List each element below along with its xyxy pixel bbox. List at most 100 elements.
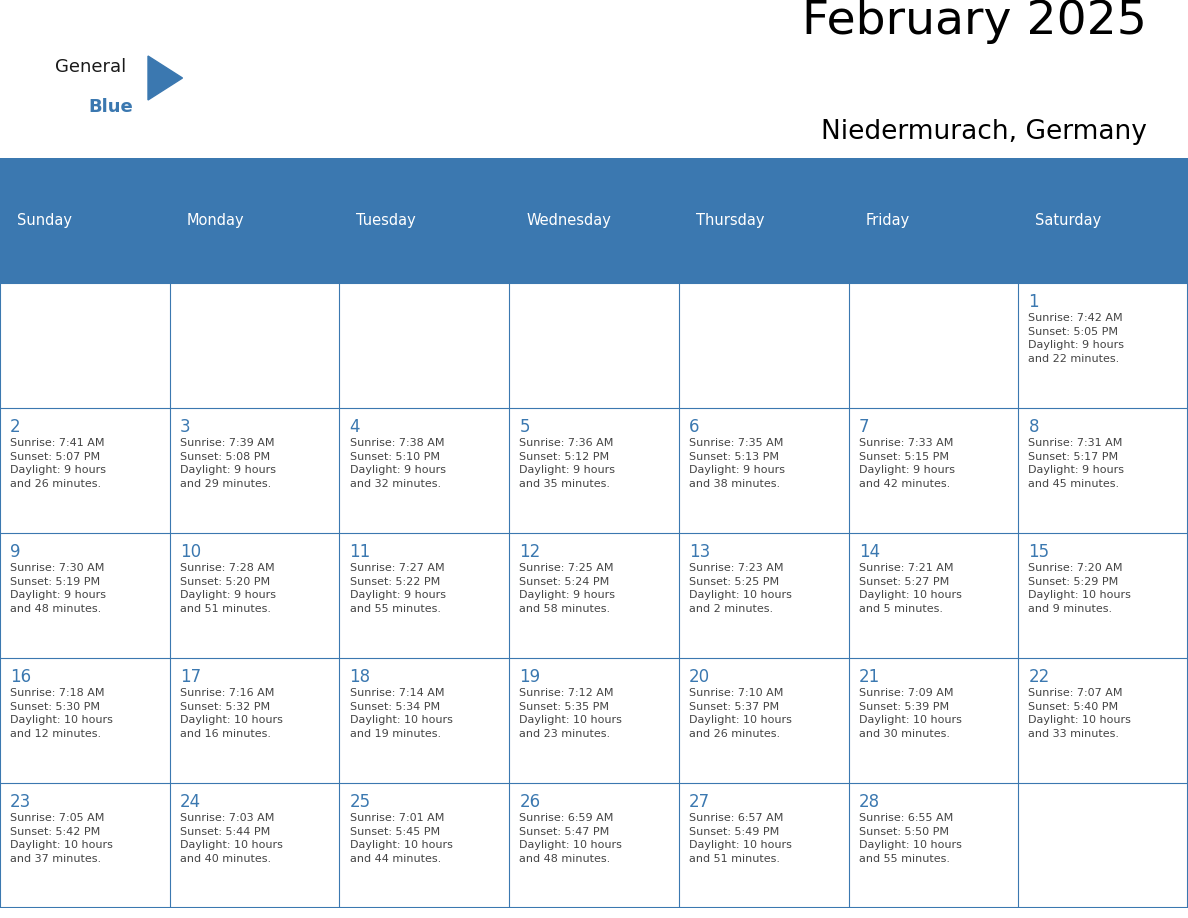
Text: 24: 24 — [179, 793, 201, 811]
Bar — [848, 533, 1018, 658]
Bar — [848, 783, 1018, 908]
Text: 20: 20 — [689, 668, 710, 686]
Bar — [678, 533, 848, 658]
Text: 15: 15 — [1029, 543, 1049, 561]
Text: 5: 5 — [519, 418, 530, 436]
Text: Sunrise: 7:16 AM
Sunset: 5:32 PM
Daylight: 10 hours
and 16 minutes.: Sunrise: 7:16 AM Sunset: 5:32 PM Dayligh… — [179, 688, 283, 739]
Text: Sunrise: 7:21 AM
Sunset: 5:27 PM
Daylight: 10 hours
and 5 minutes.: Sunrise: 7:21 AM Sunset: 5:27 PM Dayligh… — [859, 563, 961, 614]
Bar — [1018, 533, 1188, 658]
Text: Sunrise: 7:30 AM
Sunset: 5:19 PM
Daylight: 9 hours
and 48 minutes.: Sunrise: 7:30 AM Sunset: 5:19 PM Dayligh… — [11, 563, 106, 614]
Text: General: General — [55, 58, 126, 76]
Text: Sunrise: 7:20 AM
Sunset: 5:29 PM
Daylight: 10 hours
and 9 minutes.: Sunrise: 7:20 AM Sunset: 5:29 PM Dayligh… — [1029, 563, 1131, 614]
Text: 12: 12 — [519, 543, 541, 561]
Text: Friday: Friday — [866, 213, 910, 228]
Text: Sunrise: 7:42 AM
Sunset: 5:05 PM
Daylight: 9 hours
and 22 minutes.: Sunrise: 7:42 AM Sunset: 5:05 PM Dayligh… — [1029, 313, 1125, 364]
Bar — [340, 283, 510, 408]
Text: 27: 27 — [689, 793, 710, 811]
Bar — [340, 533, 510, 658]
Text: 10: 10 — [179, 543, 201, 561]
Text: 7: 7 — [859, 418, 870, 436]
Text: 16: 16 — [11, 668, 31, 686]
Text: Sunrise: 7:03 AM
Sunset: 5:44 PM
Daylight: 10 hours
and 40 minutes.: Sunrise: 7:03 AM Sunset: 5:44 PM Dayligh… — [179, 813, 283, 864]
Bar — [170, 408, 340, 533]
Text: 3: 3 — [179, 418, 190, 436]
Bar — [678, 283, 848, 408]
Text: Thursday: Thursday — [696, 213, 764, 228]
Text: 23: 23 — [11, 793, 31, 811]
Polygon shape — [148, 56, 183, 100]
Bar — [0, 533, 170, 658]
Text: 4: 4 — [349, 418, 360, 436]
Bar — [0, 658, 170, 783]
Text: Blue: Blue — [88, 98, 133, 116]
Bar — [510, 283, 678, 408]
Bar — [510, 783, 678, 908]
Bar — [170, 658, 340, 783]
Text: Sunrise: 7:35 AM
Sunset: 5:13 PM
Daylight: 9 hours
and 38 minutes.: Sunrise: 7:35 AM Sunset: 5:13 PM Dayligh… — [689, 438, 785, 488]
Text: 19: 19 — [519, 668, 541, 686]
Text: Sunrise: 7:09 AM
Sunset: 5:39 PM
Daylight: 10 hours
and 30 minutes.: Sunrise: 7:09 AM Sunset: 5:39 PM Dayligh… — [859, 688, 961, 739]
Text: 2: 2 — [11, 418, 21, 436]
Bar — [848, 658, 1018, 783]
Text: Wednesday: Wednesday — [526, 213, 611, 228]
Text: 14: 14 — [859, 543, 880, 561]
Bar — [1018, 408, 1188, 533]
Text: Sunrise: 7:07 AM
Sunset: 5:40 PM
Daylight: 10 hours
and 33 minutes.: Sunrise: 7:07 AM Sunset: 5:40 PM Dayligh… — [1029, 688, 1131, 739]
Text: Tuesday: Tuesday — [356, 213, 416, 228]
Text: Niedermurach, Germany: Niedermurach, Germany — [821, 119, 1146, 145]
Text: 6: 6 — [689, 418, 700, 436]
Bar — [170, 783, 340, 908]
Bar — [510, 658, 678, 783]
Bar — [340, 658, 510, 783]
Bar — [510, 408, 678, 533]
Bar — [170, 283, 340, 408]
Text: Sunrise: 7:01 AM
Sunset: 5:45 PM
Daylight: 10 hours
and 44 minutes.: Sunrise: 7:01 AM Sunset: 5:45 PM Dayligh… — [349, 813, 453, 864]
Text: Sunrise: 6:57 AM
Sunset: 5:49 PM
Daylight: 10 hours
and 51 minutes.: Sunrise: 6:57 AM Sunset: 5:49 PM Dayligh… — [689, 813, 792, 864]
Bar — [678, 783, 848, 908]
Bar — [848, 408, 1018, 533]
Bar — [678, 658, 848, 783]
Text: Sunrise: 7:41 AM
Sunset: 5:07 PM
Daylight: 9 hours
and 26 minutes.: Sunrise: 7:41 AM Sunset: 5:07 PM Dayligh… — [11, 438, 106, 488]
Text: Sunrise: 7:14 AM
Sunset: 5:34 PM
Daylight: 10 hours
and 19 minutes.: Sunrise: 7:14 AM Sunset: 5:34 PM Dayligh… — [349, 688, 453, 739]
Bar — [1018, 783, 1188, 908]
Text: 9: 9 — [11, 543, 20, 561]
Text: Sunrise: 7:31 AM
Sunset: 5:17 PM
Daylight: 9 hours
and 45 minutes.: Sunrise: 7:31 AM Sunset: 5:17 PM Dayligh… — [1029, 438, 1125, 488]
Text: Sunrise: 7:38 AM
Sunset: 5:10 PM
Daylight: 9 hours
and 32 minutes.: Sunrise: 7:38 AM Sunset: 5:10 PM Dayligh… — [349, 438, 446, 488]
Bar — [0, 783, 170, 908]
Text: 21: 21 — [859, 668, 880, 686]
Bar — [0, 158, 1188, 283]
Text: 26: 26 — [519, 793, 541, 811]
Text: February 2025: February 2025 — [802, 0, 1146, 44]
Bar — [848, 283, 1018, 408]
Text: Sunrise: 6:59 AM
Sunset: 5:47 PM
Daylight: 10 hours
and 48 minutes.: Sunrise: 6:59 AM Sunset: 5:47 PM Dayligh… — [519, 813, 623, 864]
Text: Monday: Monday — [187, 213, 245, 228]
Text: Sunrise: 7:25 AM
Sunset: 5:24 PM
Daylight: 9 hours
and 58 minutes.: Sunrise: 7:25 AM Sunset: 5:24 PM Dayligh… — [519, 563, 615, 614]
Text: Sunrise: 6:55 AM
Sunset: 5:50 PM
Daylight: 10 hours
and 55 minutes.: Sunrise: 6:55 AM Sunset: 5:50 PM Dayligh… — [859, 813, 961, 864]
Text: Sunrise: 7:27 AM
Sunset: 5:22 PM
Daylight: 9 hours
and 55 minutes.: Sunrise: 7:27 AM Sunset: 5:22 PM Dayligh… — [349, 563, 446, 614]
Bar — [170, 533, 340, 658]
Text: 28: 28 — [859, 793, 880, 811]
Text: 11: 11 — [349, 543, 371, 561]
Bar — [0, 408, 170, 533]
Text: Sunrise: 7:39 AM
Sunset: 5:08 PM
Daylight: 9 hours
and 29 minutes.: Sunrise: 7:39 AM Sunset: 5:08 PM Dayligh… — [179, 438, 276, 488]
Text: Sunrise: 7:05 AM
Sunset: 5:42 PM
Daylight: 10 hours
and 37 minutes.: Sunrise: 7:05 AM Sunset: 5:42 PM Dayligh… — [11, 813, 113, 864]
Text: Sunday: Sunday — [17, 213, 72, 228]
Bar — [678, 408, 848, 533]
Text: 1: 1 — [1029, 293, 1040, 311]
Text: 17: 17 — [179, 668, 201, 686]
Bar — [340, 408, 510, 533]
Text: 13: 13 — [689, 543, 710, 561]
Text: Saturday: Saturday — [1035, 213, 1101, 228]
Text: Sunrise: 7:36 AM
Sunset: 5:12 PM
Daylight: 9 hours
and 35 minutes.: Sunrise: 7:36 AM Sunset: 5:12 PM Dayligh… — [519, 438, 615, 488]
Text: 8: 8 — [1029, 418, 1040, 436]
Text: 25: 25 — [349, 793, 371, 811]
Bar — [340, 783, 510, 908]
Bar — [510, 533, 678, 658]
Text: Sunrise: 7:18 AM
Sunset: 5:30 PM
Daylight: 10 hours
and 12 minutes.: Sunrise: 7:18 AM Sunset: 5:30 PM Dayligh… — [11, 688, 113, 739]
Text: Sunrise: 7:12 AM
Sunset: 5:35 PM
Daylight: 10 hours
and 23 minutes.: Sunrise: 7:12 AM Sunset: 5:35 PM Dayligh… — [519, 688, 623, 739]
Text: Sunrise: 7:33 AM
Sunset: 5:15 PM
Daylight: 9 hours
and 42 minutes.: Sunrise: 7:33 AM Sunset: 5:15 PM Dayligh… — [859, 438, 955, 488]
Bar — [1018, 658, 1188, 783]
Text: Sunrise: 7:28 AM
Sunset: 5:20 PM
Daylight: 9 hours
and 51 minutes.: Sunrise: 7:28 AM Sunset: 5:20 PM Dayligh… — [179, 563, 276, 614]
Text: 18: 18 — [349, 668, 371, 686]
Bar — [1018, 283, 1188, 408]
